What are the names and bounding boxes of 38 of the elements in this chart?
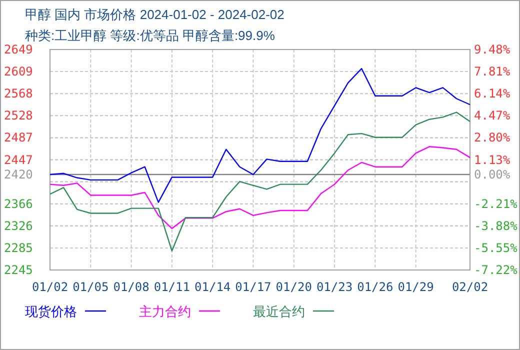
y-tick-label: 2528 [4,108,33,123]
legend-label: 现货价格 [25,304,77,319]
y2-tick-label: 7.81% [474,64,511,79]
x-tick-label: 01/14 [194,280,231,294]
x-tick-label: 01/26 [357,280,394,294]
y-tick-label: 2285 [4,240,33,255]
legend-label: 主力合约 [139,304,191,319]
x-tick-label: 01/23 [316,280,353,294]
chart-subtitle: 种类:工业甲醇 等级:优等品 甲醇含量:99.9% [25,28,276,43]
y-tick-label: 2649 [4,42,33,56]
y2-tick-label: 0.00% [474,168,511,182]
x-tick-label: 01/20 [276,280,312,294]
x-tick-label: 01/29 [398,280,434,294]
y-tick-label: 2245 [4,263,33,277]
legend-label: 最近合约 [253,304,305,319]
y-tick-label: 2568 [4,86,33,101]
y2-tick-label: 6.14% [474,86,511,101]
x-tick-label: 01/05 [72,280,109,294]
x-tick-label: 01/02 [32,280,68,294]
y2-tick-label: 1.13% [474,152,511,167]
y2-tick-label: -5.55% [474,240,518,255]
y2-tick-label: 2.80% [474,130,511,145]
y2-tick-label: -7.22% [474,263,518,277]
y-tick-label: 2420 [4,167,33,182]
x-tick-label: 01/08 [113,280,150,294]
y-tick-label: 2366 [4,196,33,211]
x-tick-label: 02/02 [452,280,488,294]
y2-tick-label: 4.47% [474,108,511,123]
y2-tick-label: -2.21% [474,196,518,211]
chart-title: 甲醇 国内 市场价格 2024-01-02 - 2024-02-02 [25,7,284,22]
y-tick-label: 2447 [4,152,33,167]
y-tick-label: 2609 [4,64,33,79]
y-tick-label: 2326 [4,218,33,233]
y2-tick-label: -3.88% [474,218,518,233]
x-tick-label: 01/11 [154,280,190,294]
y2-tick-label: 9.48% [474,42,511,56]
x-tick-label: 01/17 [235,280,272,294]
y-tick-label: 2487 [4,130,33,145]
